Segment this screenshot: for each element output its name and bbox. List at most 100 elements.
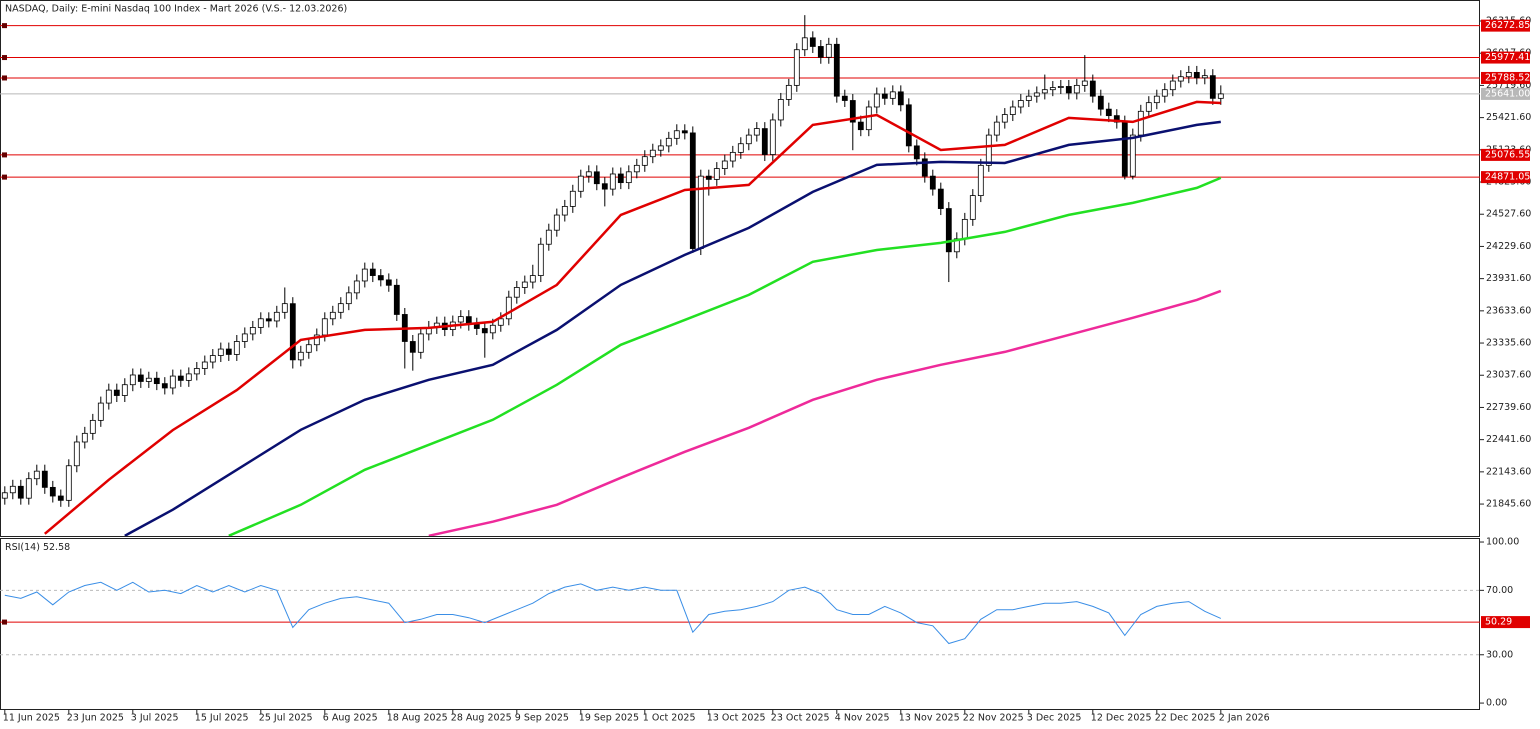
candle-body [1049, 87, 1056, 91]
candle-body [825, 43, 832, 58]
y-tick-label: 24229.60 [1486, 241, 1531, 252]
candle-body [513, 287, 520, 298]
moving-average [124, 120, 1221, 536]
candle-body [457, 316, 464, 323]
level-marker [2, 152, 7, 158]
candle-body [785, 84, 792, 100]
level-label-box [1481, 19, 1530, 32]
candle-body [601, 183, 608, 190]
moving-average [428, 289, 1222, 536]
level-marker [2, 75, 7, 81]
candle-body [289, 303, 296, 361]
x-tick-label: 12 Dec 2025 [1091, 713, 1152, 724]
candle-body [145, 377, 152, 382]
candle-body [713, 168, 720, 180]
candle-body [769, 119, 776, 155]
x-tick-label: 18 Aug 2025 [387, 713, 448, 724]
candle-body [953, 238, 960, 253]
candle-body [361, 268, 368, 282]
candle-body [993, 121, 1000, 136]
candle-body [473, 323, 480, 329]
candle-body [281, 303, 288, 313]
candle-body [937, 188, 944, 209]
candle-body [1081, 80, 1088, 86]
candle-body [137, 374, 144, 382]
candle-body [1065, 86, 1072, 94]
candle-body [321, 318, 328, 336]
level-label-box [1481, 171, 1530, 184]
candle-body [17, 485, 24, 499]
candle-body [641, 156, 648, 166]
candle-body [489, 324, 496, 334]
candle-body [257, 318, 264, 328]
candle-body [1177, 76, 1184, 82]
candle-body [657, 145, 664, 151]
candle-body [25, 478, 32, 499]
rsi-name: RSI(14) [5, 542, 40, 553]
price-plot [0, 15, 1480, 536]
candle-body [329, 311, 336, 320]
candle-body [761, 128, 768, 155]
candle-body [561, 206, 568, 216]
candle-body [865, 106, 872, 131]
x-tick-label: 22 Dec 2025 [1155, 713, 1216, 724]
candle-body [369, 268, 376, 276]
rsi-plot [0, 581, 1480, 656]
level-marker [2, 619, 7, 625]
candle-body [945, 208, 952, 253]
candle-body [873, 93, 880, 108]
candle-body [201, 361, 208, 369]
x-tick-label: 11 Jun 2025 [3, 713, 60, 724]
candle-body [593, 171, 600, 185]
candle-body [737, 143, 744, 153]
candle-body [273, 311, 280, 322]
candle-body [417, 333, 424, 353]
candle-body [129, 374, 136, 386]
level-label: 50.29 [1485, 617, 1512, 628]
candle-body [649, 149, 656, 158]
candle-body [913, 145, 920, 160]
candle-body [1201, 75, 1208, 79]
candle-body [705, 175, 712, 180]
candle-body [49, 486, 56, 497]
x-tick-label: 6 Aug 2025 [323, 713, 378, 724]
level-marker [2, 174, 7, 180]
candle-body [681, 130, 688, 134]
chart-title: NASDAQ, Daily: E-mini Nasdaq 100 Index -… [5, 4, 347, 15]
x-tick-label: 13 Oct 2025 [707, 713, 766, 724]
candle-body [1145, 102, 1152, 112]
x-tick-label: 22 Nov 2025 [963, 713, 1024, 724]
y-tick-label: 21845.60 [1486, 499, 1531, 510]
y-tick-label: 25421.60 [1486, 112, 1531, 123]
level-label: 26272.85 [1485, 20, 1530, 31]
candle-body [177, 375, 184, 381]
candle-body [529, 275, 536, 283]
level-label-box [1481, 71, 1530, 84]
rsi-title: RSI(14) 52.58 [5, 542, 70, 553]
candle-body [793, 49, 800, 86]
candle-body [889, 91, 896, 99]
y-tick-label: 24527.60 [1486, 209, 1531, 220]
last-price-label: 25641.00 [1485, 88, 1530, 99]
rsi-value: 52.58 [43, 542, 70, 553]
candle-body [345, 292, 352, 305]
candle-body [1025, 95, 1032, 101]
candle-body [553, 214, 560, 231]
candle-body [65, 465, 72, 501]
candle-body [745, 134, 752, 145]
level-label: 24871.05 [1485, 172, 1530, 183]
level-label: 25977.41 [1485, 52, 1530, 63]
level-label-box [1481, 616, 1530, 629]
y-tick-label: 30.00 [1486, 649, 1513, 660]
moving-average [228, 176, 1222, 536]
candle-body [1153, 95, 1160, 104]
candle-body [721, 160, 728, 169]
candle-body [1193, 72, 1200, 79]
candle-body [857, 121, 864, 131]
candle-body [833, 43, 840, 97]
candle-body [521, 281, 528, 288]
candle-body [1217, 93, 1224, 99]
candle-body [81, 432, 88, 443]
x-tick-label: 19 Sep 2025 [579, 713, 639, 724]
candle-body [193, 368, 200, 375]
